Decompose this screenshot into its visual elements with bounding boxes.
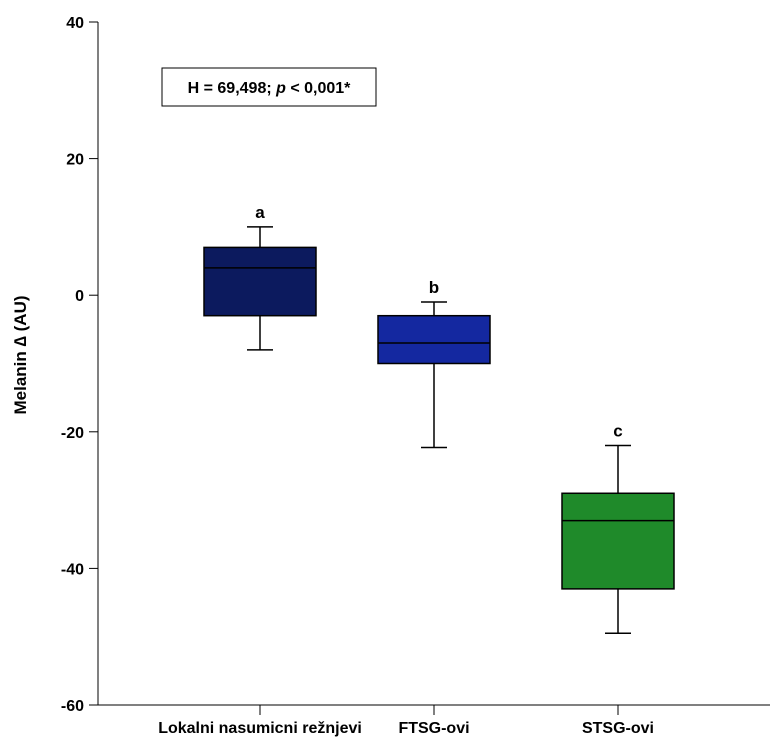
annotation-text: H = 69,498; p < 0,001* bbox=[188, 80, 352, 97]
box-iqr bbox=[561, 492, 675, 590]
box-a: a bbox=[203, 203, 317, 351]
statistic-annotation: H = 69,498; p < 0,001* bbox=[161, 67, 377, 107]
group-letter: c bbox=[613, 421, 622, 440]
box-b: b bbox=[377, 278, 491, 449]
y-tick-label: -20 bbox=[61, 425, 84, 442]
annotation-p-symbol: p bbox=[275, 80, 286, 97]
group-letter: a bbox=[255, 203, 265, 222]
x-axis: Lokalni nasumicni režnjevi FTSG-ovi STSG-o… bbox=[98, 704, 770, 737]
x-tick-label: STSG-ovi bbox=[582, 720, 654, 737]
box-series: a b c bbox=[203, 203, 675, 635]
annotation-prefix: H = 69,498; bbox=[188, 80, 277, 97]
y-axis-label: Melanin ∆ (AU) bbox=[11, 295, 30, 414]
box-c: c bbox=[561, 421, 675, 635]
annotation-frame bbox=[161, 67, 377, 107]
y-tick-label: 20 bbox=[66, 152, 84, 169]
x-tick-label: FTSG-ovi bbox=[398, 720, 469, 737]
group-letter: b bbox=[429, 278, 439, 297]
y-tick-label: -40 bbox=[61, 561, 84, 578]
annotation-suffix: < 0,001* bbox=[286, 80, 351, 97]
box-iqr bbox=[203, 246, 317, 317]
box-iqr bbox=[377, 314, 491, 365]
x-tick-label: Lokalni nasumicni režnjevi bbox=[158, 720, 362, 737]
y-tick-label: 0 bbox=[75, 288, 84, 305]
y-axis: -60 -40 -20 0 20 40 bbox=[61, 15, 99, 715]
y-tick-label: -60 bbox=[61, 698, 84, 715]
y-tick-label: 40 bbox=[66, 15, 84, 32]
